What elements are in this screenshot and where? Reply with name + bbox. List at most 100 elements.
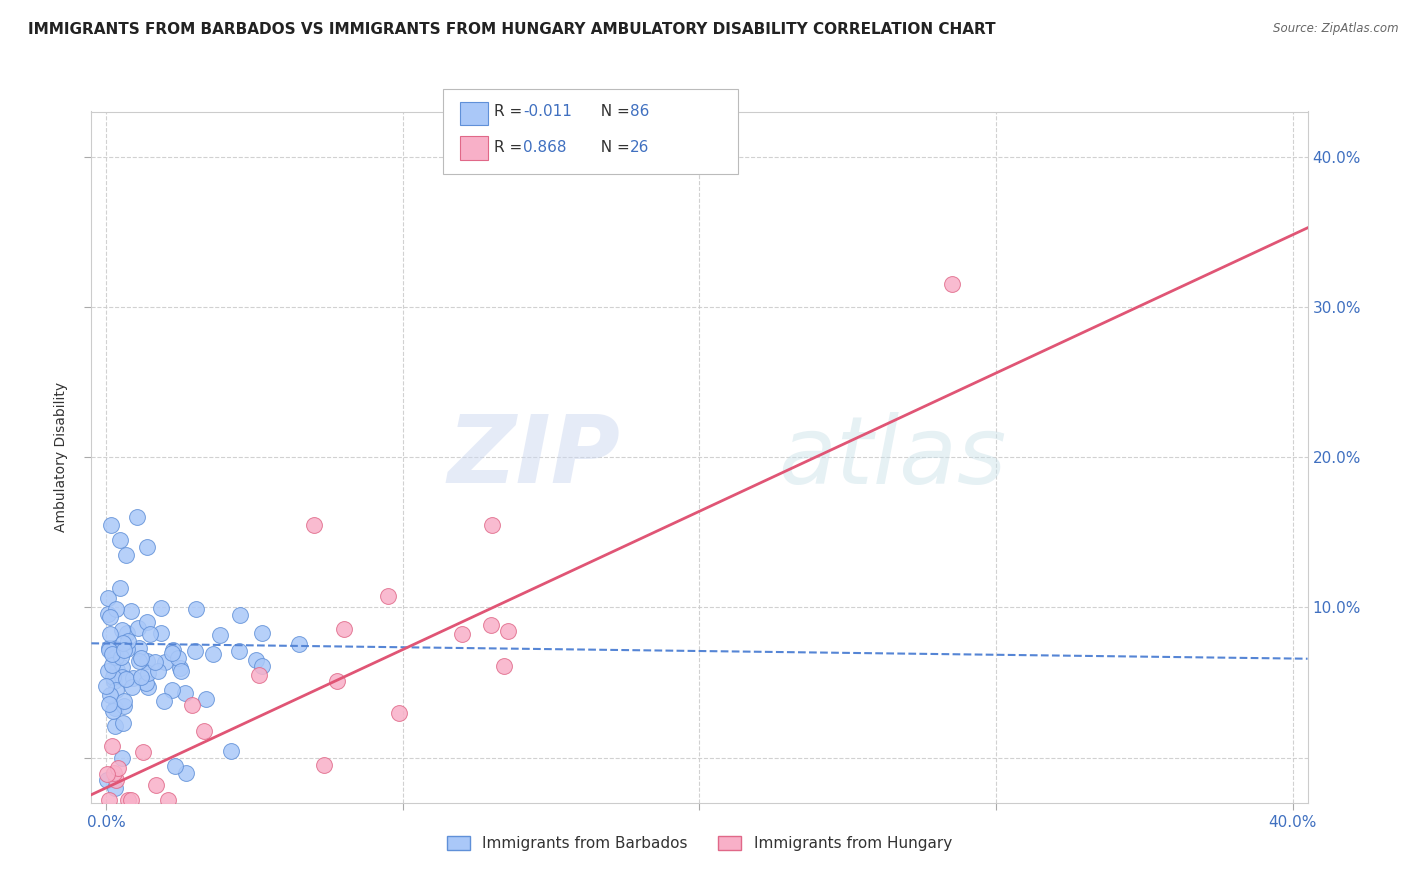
Point [219, 744, 242, 758]
Point [326, 673, 349, 688]
Point [117, 633, 139, 648]
Point [481, 517, 503, 532]
Text: 86: 86 [630, 104, 650, 119]
Point [250, 625, 273, 640]
Point [120, 604, 142, 618]
Point [100, 647, 122, 661]
Point [153, 694, 176, 708]
Point [492, 659, 515, 673]
Text: R =: R = [494, 104, 527, 119]
Point [115, 626, 138, 640]
Text: -0.011: -0.011 [523, 104, 572, 119]
Point [115, 548, 138, 562]
Point [98, 688, 121, 702]
Text: N =: N = [591, 140, 634, 154]
Point [174, 766, 197, 780]
Point [149, 626, 172, 640]
Point [332, 622, 354, 636]
Text: N =: N = [591, 104, 634, 119]
Point [112, 643, 135, 657]
Point [127, 621, 149, 635]
Point [135, 541, 157, 555]
Point [135, 676, 157, 690]
Point [153, 656, 176, 670]
Text: R =: R = [494, 140, 527, 154]
Point [111, 660, 134, 674]
Point [101, 670, 124, 684]
Point [377, 589, 399, 603]
Point [157, 793, 180, 807]
Point [121, 680, 143, 694]
Point [208, 628, 231, 642]
Text: ZIP: ZIP [447, 411, 620, 503]
Point [103, 701, 125, 715]
Point [98, 697, 121, 711]
Point [98, 643, 121, 657]
Point [160, 683, 183, 698]
Point [101, 704, 124, 718]
Point [314, 758, 336, 772]
Point [122, 671, 145, 685]
Point [112, 699, 135, 714]
Point [136, 654, 159, 668]
Point [229, 608, 252, 623]
Point [111, 751, 134, 765]
Point [143, 656, 166, 670]
Point [131, 651, 153, 665]
Point [135, 615, 157, 630]
Point [479, 617, 502, 632]
Point [96, 766, 118, 780]
Point [103, 674, 125, 689]
Point [108, 533, 131, 547]
Point [183, 644, 205, 658]
Point [105, 663, 128, 677]
Point [105, 649, 128, 664]
Y-axis label: Ambulatory Disability: Ambulatory Disability [55, 382, 69, 533]
Text: IMMIGRANTS FROM BARBADOS VS IMMIGRANTS FROM HUNGARY AMBULATORY DISABILITY CORREL: IMMIGRANTS FROM BARBADOS VS IMMIGRANTS F… [28, 22, 995, 37]
Point [96, 679, 118, 693]
Text: 0.868: 0.868 [523, 140, 567, 154]
Point [184, 602, 207, 616]
Point [169, 661, 191, 675]
Point [387, 706, 409, 720]
Point [105, 773, 128, 788]
Point [245, 653, 267, 667]
Point [110, 623, 132, 637]
Point [98, 609, 121, 624]
Point [193, 723, 215, 738]
Point [110, 649, 132, 664]
Point [117, 793, 139, 807]
Point [136, 665, 159, 680]
Point [110, 581, 132, 595]
Point [288, 637, 311, 651]
Point [111, 636, 134, 650]
Point [115, 672, 138, 686]
Point [103, 641, 125, 656]
Legend: Immigrants from Barbados, Immigrants from Hungary: Immigrants from Barbados, Immigrants fro… [441, 830, 957, 857]
Point [97, 607, 120, 621]
Point [98, 793, 121, 807]
Point [98, 627, 121, 641]
Text: 26: 26 [630, 140, 650, 154]
Point [180, 698, 202, 712]
Point [120, 793, 142, 807]
Point [115, 642, 138, 657]
Point [103, 765, 125, 780]
Point [247, 668, 270, 682]
Point [302, 517, 325, 532]
Point [496, 624, 519, 638]
Point [195, 691, 218, 706]
Point [112, 694, 135, 708]
Point [96, 772, 118, 787]
Point [250, 659, 273, 673]
Point [101, 658, 124, 673]
Point [104, 781, 127, 796]
Point [138, 627, 160, 641]
Text: atlas: atlas [779, 411, 1007, 503]
Point [97, 664, 120, 678]
Point [107, 761, 129, 775]
Point [100, 517, 122, 532]
Point [101, 739, 124, 753]
Point [104, 719, 127, 733]
Point [104, 650, 127, 665]
